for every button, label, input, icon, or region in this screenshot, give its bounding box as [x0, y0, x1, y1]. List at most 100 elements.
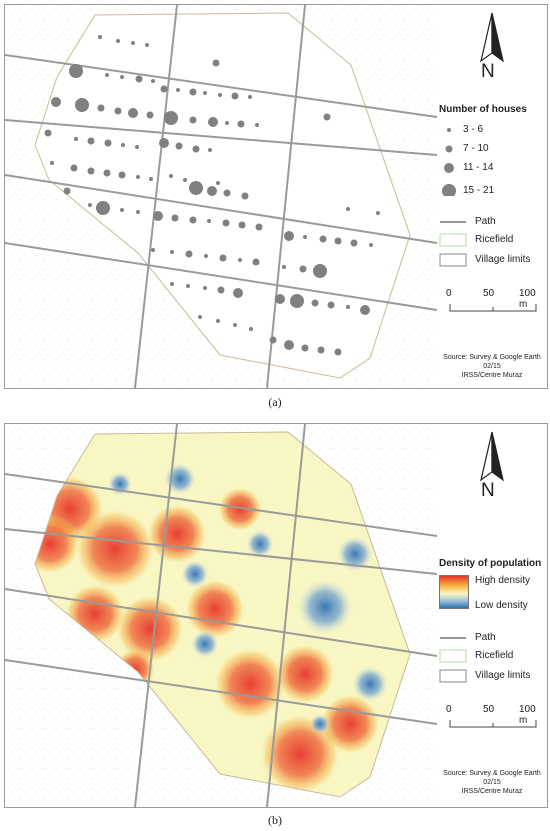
house-dot: [118, 171, 126, 179]
house-dot: [128, 108, 138, 118]
house-dot: [222, 219, 230, 227]
population-density-map-panel: ·· ·: [4, 423, 548, 808]
houses-layer: [44, 35, 380, 356]
house-dot: [121, 143, 125, 147]
house-dot: [151, 248, 155, 252]
house-dot: [249, 327, 253, 331]
house-dot: [212, 59, 220, 67]
source-org: IRSS/Centre Muraz: [461, 788, 523, 795]
house-dot: [237, 120, 245, 128]
house-dot: [301, 344, 309, 352]
house-dot: [223, 189, 231, 197]
house-dot: [346, 305, 350, 309]
high-density-area: [147, 504, 207, 564]
path-line: [5, 174, 437, 244]
house-dot: [175, 142, 183, 150]
house-dot: [319, 235, 327, 243]
house-dot: [98, 35, 102, 39]
house-dot: [217, 286, 225, 294]
path-line-icon: [440, 637, 466, 639]
legend-label: Path: [475, 632, 496, 643]
house-dot: [146, 111, 154, 119]
north-arrow-icon: [480, 12, 504, 63]
density-layer: [35, 463, 388, 794]
house-dot: [323, 113, 331, 121]
source-line: Source: Survey & Google Earth: [443, 770, 541, 777]
path-line: [5, 528, 437, 575]
house-dot: [170, 250, 174, 254]
house-count-map-panel: ·· · N Number of houses: [4, 4, 548, 389]
legend-label: Ricefield: [475, 650, 514, 661]
house-dot: [233, 288, 243, 298]
house-dot: [208, 148, 212, 152]
house-dot-icon: [442, 184, 456, 196]
house-dot: [233, 323, 237, 327]
house-dot: [135, 75, 143, 83]
house-dot: [51, 97, 61, 107]
house-dot: [203, 286, 207, 290]
low-density-area: [181, 560, 209, 588]
house-dot: [44, 129, 52, 137]
house-dot: [105, 73, 109, 77]
house-dot: [369, 243, 373, 247]
caption-b: (b): [268, 813, 282, 827]
high-density-area: [275, 644, 335, 704]
house-dot: [136, 210, 140, 214]
house-dot: [185, 250, 193, 258]
path-line: [266, 5, 306, 388]
scale-label-100: 100 m: [519, 704, 536, 726]
high-density-area: [75, 509, 155, 589]
house-dot: [255, 223, 263, 231]
house-dot: [275, 294, 285, 304]
house-dot: [149, 177, 153, 181]
legend-label: 7 - 10: [463, 143, 489, 154]
house-dot: [70, 164, 78, 172]
house-dot: [135, 145, 139, 149]
legend-label: 15 - 21: [463, 185, 495, 196]
house-dot: [346, 207, 350, 211]
house-dot: [50, 161, 54, 165]
path-line: [134, 424, 178, 807]
house-dot: [284, 340, 294, 350]
house-dot: [74, 137, 78, 141]
house-dot: [303, 235, 307, 239]
village-swatch-icon: [439, 253, 467, 267]
house-dot: [189, 216, 197, 224]
legend-b: N Density of population High density Low…: [437, 424, 547, 807]
house-dot: [171, 214, 179, 222]
house-dot: [87, 167, 95, 175]
legend-label: 3 - 6: [463, 124, 484, 135]
house-dot: [360, 305, 370, 315]
house-dot-icon: [445, 145, 453, 153]
north-label: N: [481, 480, 495, 501]
house-dot: [327, 301, 335, 309]
legend-title: Number of houses: [439, 104, 527, 115]
legend-label: Village limits: [475, 254, 531, 265]
house-dot: [183, 178, 187, 182]
house-dot: [219, 254, 227, 262]
house-dot: [311, 299, 319, 307]
paths: [5, 424, 437, 807]
house-dot-icon: [447, 128, 451, 132]
house-dot: [248, 95, 252, 99]
house-dot: [96, 201, 110, 215]
house-dot: [104, 139, 112, 147]
scale-label-0: 0: [446, 288, 452, 299]
house-dot: [170, 282, 174, 286]
house-dot: [225, 121, 229, 125]
ricefield-swatch-icon: [439, 649, 467, 663]
house-dot: [284, 231, 294, 241]
legend-label: 11 - 14: [463, 162, 494, 173]
house-dot: [120, 208, 124, 212]
house-dot: [120, 75, 124, 79]
legend-label: Ricefield: [475, 234, 514, 245]
high-density-area: [214, 648, 286, 720]
house-dot: [317, 346, 325, 354]
legend-label: Path: [475, 216, 496, 227]
house-dot: [238, 258, 242, 262]
house-dot: [164, 111, 178, 125]
house-dot: [208, 117, 218, 127]
house-dot: [290, 294, 304, 308]
house-dot: [241, 192, 249, 200]
legend-a: N Number of houses 3 - 6 7 - 10 11 - 14 …: [437, 5, 547, 388]
